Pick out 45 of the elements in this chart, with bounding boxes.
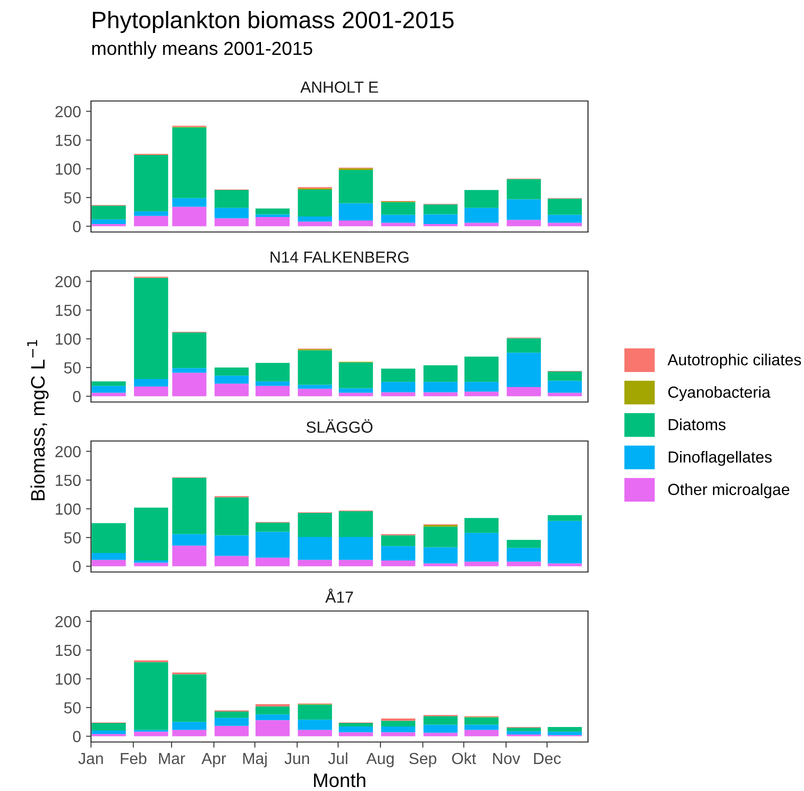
y-tick-label: 200: [55, 446, 81, 458]
y-axis-title: Biomass, mgC L$^{−1}$: [27, 340, 49, 500]
chart-title: Å17: [325, 588, 353, 603]
x-tick-label: Jul: [328, 752, 348, 764]
y-tick-label: 150: [56, 644, 81, 656]
x-tick-label: Nov: [493, 753, 520, 764]
x-tick-label: Sep: [409, 752, 436, 768]
x-tick-label: Jun: [284, 753, 310, 764]
x-tick-label: Dec: [534, 753, 561, 764]
y-tick-label: 0: [73, 730, 81, 742]
x-tick-label: Apr: [201, 753, 226, 768]
legend-label: Cyanobacteria: [668, 386, 770, 401]
legend-label: Diatoms: [668, 418, 726, 430]
text: Phytoplankton biomass 2001-2015: [92, 10, 454, 34]
x-axis-title: Month: [314, 772, 366, 788]
chart-title: N14 FALKENBERG: [270, 252, 408, 263]
x-tick-label: Okt: [452, 752, 476, 764]
y-tick-label: 150: [56, 134, 81, 146]
y-tick-label: 50: [64, 192, 81, 204]
y-tick-label: 200: [55, 106, 81, 118]
legend-label: Other microalgae: [668, 483, 790, 498]
text: monthly means 2001-2015: [92, 41, 312, 59]
legend-label: Dinoflagellates: [668, 450, 772, 466]
x-tick-label: Feb: [120, 752, 146, 764]
x-tick-label: Maj: [243, 752, 267, 768]
x-tick-label: Mar: [159, 753, 186, 764]
y-tick-label: 50: [64, 362, 81, 374]
y-tick-label: 0: [73, 390, 81, 402]
y-tick-label: 50: [64, 702, 81, 714]
y-tick-label: 150: [56, 304, 81, 316]
y-tick-label: 100: [56, 673, 81, 685]
x-tick-label: Aug: [366, 753, 394, 768]
y-tick-label: 100: [56, 333, 81, 345]
x-tick-label: Jan: [78, 753, 103, 764]
y-tick-label: 100: [56, 503, 81, 515]
y-tick-label: 50: [64, 532, 81, 544]
y-tick-label: 0: [73, 560, 81, 572]
chart-title: ANHOLT E: [300, 82, 378, 93]
legend-label: Autotrophic ciliates: [668, 354, 801, 369]
chart-title: SLÄGGÖ: [306, 419, 372, 433]
y-tick-label: 100: [56, 163, 81, 175]
y-tick-label: 200: [55, 616, 81, 628]
y-tick-label: 0: [73, 220, 81, 232]
y-tick-label: 200: [55, 276, 81, 288]
y-tick-label: 150: [56, 474, 81, 486]
